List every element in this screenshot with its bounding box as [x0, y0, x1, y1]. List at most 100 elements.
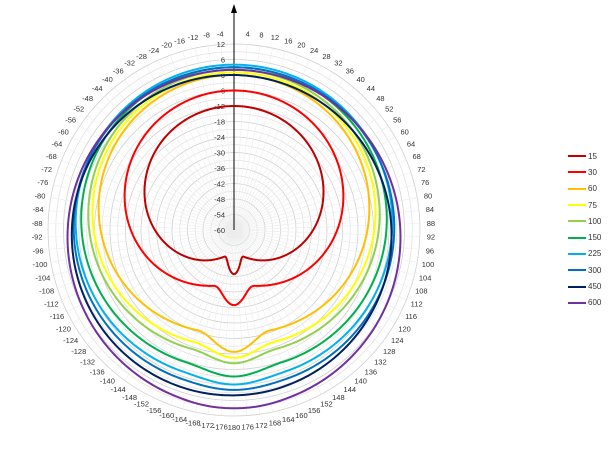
legend-label: 600	[588, 298, 602, 308]
legend-label: 15	[588, 151, 597, 161]
radial-tick-label: -30	[214, 149, 225, 158]
series-line-30	[123, 89, 345, 307]
angular-tick-label: -168	[186, 419, 201, 428]
angular-tick-label: 176	[241, 422, 254, 431]
radial-tick-label: -18	[214, 118, 225, 127]
legend-swatch	[568, 187, 586, 190]
angular-tick-label: 168	[269, 419, 282, 428]
angular-tick-label: -124	[63, 336, 78, 345]
angular-tick-label: 140	[354, 377, 367, 386]
angular-tick-label: 88	[427, 219, 435, 228]
angular-tick-label: -140	[100, 377, 115, 386]
legend-swatch	[568, 301, 586, 304]
grid-spoke	[48, 229, 235, 237]
angular-tick-label: 92	[427, 233, 435, 242]
legend-item: 100	[568, 213, 612, 229]
angular-tick-label: -136	[90, 368, 105, 377]
angular-tick-labels: 4 8 12 16 2024283236404448525660646872768084…	[32, 29, 435, 432]
angular-tick-label: -104	[35, 273, 50, 282]
angular-tick-label: -156	[146, 406, 161, 415]
grid-spoke	[182, 229, 235, 409]
grid-spoke	[48, 210, 235, 231]
legend-label: 75	[588, 200, 597, 210]
legend-label: 100	[588, 216, 602, 226]
grid-spoke	[50, 229, 235, 263]
angular-tick-label: -148	[122, 393, 137, 402]
legend-swatch	[568, 269, 586, 272]
angular-tick-label: -100	[32, 260, 47, 269]
angular-tick-label: -112	[44, 300, 58, 309]
angular-tick-label: 120	[398, 324, 411, 333]
legend-item: 300	[568, 262, 612, 278]
grid-spoke	[158, 59, 235, 231]
grid-spoke	[170, 229, 235, 405]
grid-spoke	[233, 229, 381, 345]
radial-tick-label: -42	[214, 180, 225, 189]
angular-tick-label: -60	[58, 127, 69, 136]
grid-spoke	[233, 229, 418, 263]
angular-tick-label: 20	[297, 41, 305, 50]
legend-label: 300	[588, 265, 602, 275]
angular-tick-label: 108	[415, 287, 428, 296]
angular-tick-label: 28	[322, 52, 330, 61]
angular-tick-label: 60	[400, 127, 408, 136]
axis-arrow-icon	[231, 4, 237, 13]
angular-tick-label: -56	[65, 116, 76, 125]
angular-tick-label: -4	[217, 29, 224, 38]
legend-label: 60	[588, 184, 597, 194]
legend-item: 450	[568, 278, 612, 294]
grid-spoke	[79, 125, 235, 231]
angular-tick-label: 132	[374, 358, 387, 367]
angular-tick-label: 136	[365, 368, 378, 377]
grid-spoke	[233, 229, 261, 415]
grid-spoke	[170, 55, 235, 231]
radial-tick-label: -36	[214, 164, 225, 173]
legend: 15 30 60 75 100 150 225 300 450 600	[568, 148, 612, 311]
grid-spoke	[124, 229, 235, 381]
legend-label: 450	[588, 282, 602, 292]
angular-tick-label: -12	[188, 33, 199, 42]
angular-tick-label: 128	[383, 347, 396, 356]
grid-spoke	[61, 160, 235, 231]
grid-spoke	[66, 148, 235, 231]
angular-tick-label: 96	[426, 246, 434, 255]
angular-tick-label: -16	[174, 36, 185, 45]
angular-tick-label: 84	[426, 205, 434, 214]
angular-tick-label: -164	[172, 415, 187, 424]
angular-tick-label: -96	[33, 246, 44, 255]
grid-spoke	[72, 136, 235, 231]
angular-tick-label: -40	[102, 75, 113, 84]
angular-tick-label: -76	[37, 178, 48, 187]
angular-tick-label: -64	[52, 139, 63, 148]
grid-spoke	[104, 95, 235, 231]
radial-tick-label: -54	[214, 211, 225, 220]
angular-tick-label: -84	[33, 205, 44, 214]
angular-tick-label: -144	[111, 385, 126, 394]
angular-tick-label: -72	[41, 165, 52, 174]
angular-tick-label: 36	[346, 66, 354, 75]
grid-spoke	[79, 229, 235, 335]
angular-tick-label: 76	[421, 178, 429, 187]
legend-swatch	[568, 155, 586, 158]
grid-spoke	[233, 229, 373, 355]
radial-tick-label: -48	[214, 195, 225, 204]
angular-tick-label: 48	[376, 94, 384, 103]
legend-swatch	[568, 252, 586, 255]
grid-spoke	[233, 229, 344, 381]
grid-spoke	[233, 229, 420, 250]
grid-spoke	[233, 229, 364, 365]
grid-spoke	[233, 229, 389, 335]
series-layer	[66, 63, 402, 410]
angular-tick-label: 52	[385, 105, 393, 114]
polar-grid	[47, 4, 421, 417]
legend-label: 30	[588, 167, 597, 177]
angular-tick-label: 68	[412, 152, 420, 161]
grid-spoke	[95, 229, 235, 355]
series-line-225	[74, 63, 394, 386]
series-line-600	[66, 68, 402, 410]
grid-spoke	[233, 229, 298, 405]
radial-tick-label: 12	[217, 40, 225, 49]
angular-tick-label: 172	[255, 421, 268, 430]
grid-spoke	[233, 223, 420, 231]
